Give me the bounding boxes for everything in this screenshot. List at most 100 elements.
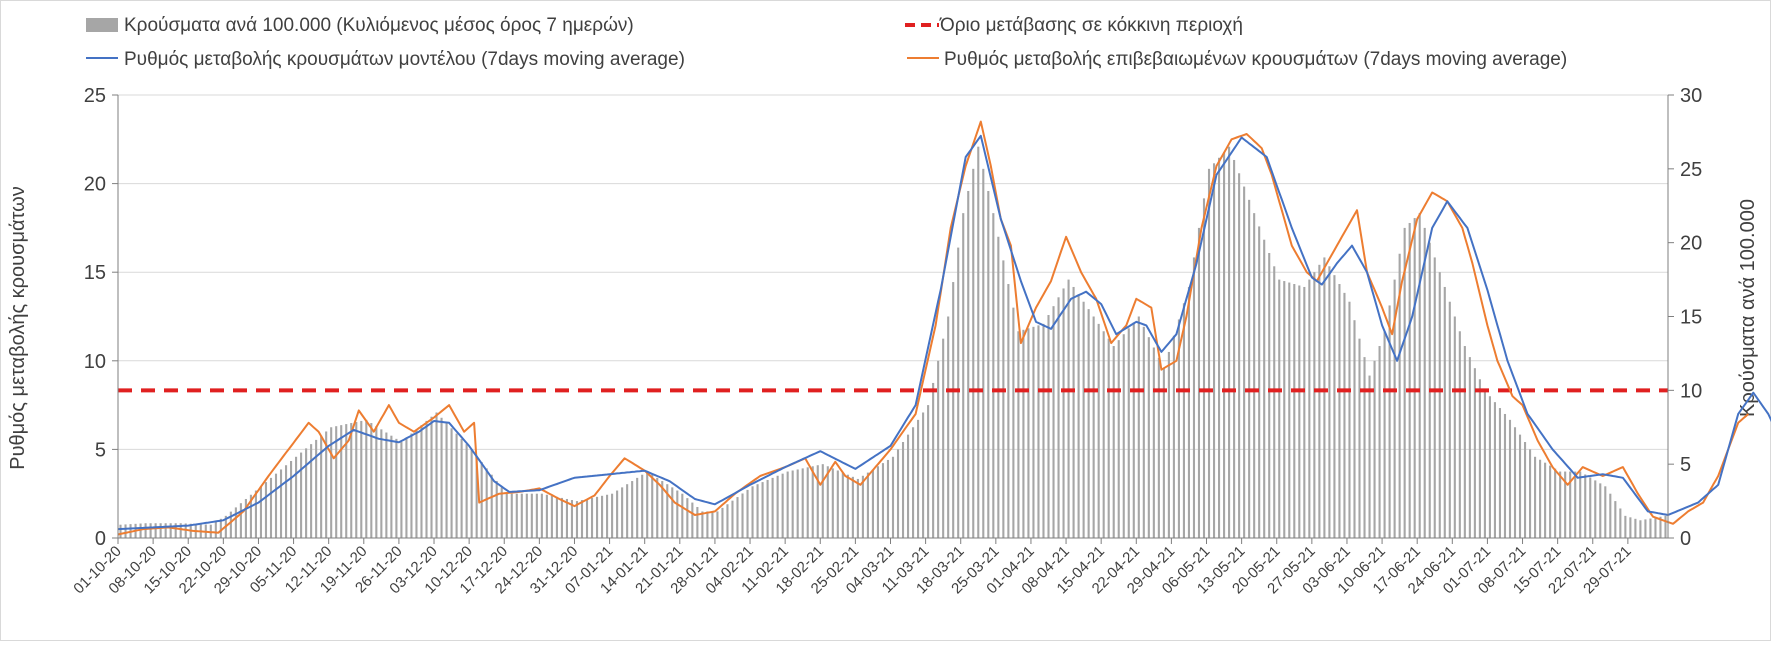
bar <box>455 433 458 538</box>
bar <box>380 429 383 538</box>
legend-label-threshold: Όριο μετάβασης σε κόκκινη περιοχή <box>939 15 1243 36</box>
bar <box>1032 326 1035 538</box>
bar <box>821 464 824 538</box>
bar <box>811 466 814 538</box>
legend-item-threshold: Όριο μετάβασης σε κόκκινη περιοχή <box>905 15 1243 36</box>
bar <box>1112 346 1115 538</box>
bar <box>1634 518 1637 538</box>
legend: Κρούσματα ανά 100.000 (Κυλιόμενος μέσος … <box>86 15 1567 70</box>
bar <box>1293 284 1296 538</box>
bar <box>340 425 343 538</box>
bar <box>259 486 263 538</box>
bar <box>234 507 237 538</box>
y-axis-right-labels: 0 5 10 15 20 25 30 <box>1680 85 1702 550</box>
bar <box>937 360 940 538</box>
legend-swatch-bars <box>86 18 118 32</box>
bar <box>350 423 353 538</box>
bar <box>1539 459 1542 538</box>
bar <box>229 511 232 538</box>
bar <box>525 493 528 538</box>
bar <box>385 432 388 538</box>
bar <box>696 506 699 538</box>
bar <box>1423 227 1426 538</box>
bar <box>1569 471 1572 538</box>
bar <box>254 490 257 538</box>
lines-series <box>117 120 1771 536</box>
bar <box>626 484 629 538</box>
bar <box>355 421 358 538</box>
bar <box>1047 315 1050 538</box>
bar <box>505 493 508 538</box>
bar <box>530 493 533 538</box>
bar <box>345 424 348 538</box>
bar <box>169 523 172 538</box>
bar <box>335 426 338 538</box>
bar <box>912 427 915 538</box>
bar <box>430 416 433 538</box>
bar <box>1278 279 1281 538</box>
bar <box>661 481 664 538</box>
bar <box>570 500 574 538</box>
bar <box>646 471 649 538</box>
legend-label-model: Ρυθμός μεταβολής κρουσμάτων μοντέλου (7d… <box>124 49 685 70</box>
bar <box>1343 292 1346 538</box>
bars-series <box>119 146 1667 539</box>
bar <box>1493 402 1496 538</box>
bar <box>1127 328 1130 538</box>
bar <box>575 501 579 538</box>
bar <box>164 523 167 538</box>
bar <box>1413 218 1416 539</box>
bar <box>1012 307 1015 538</box>
bar <box>1328 266 1331 538</box>
bar <box>1594 480 1597 538</box>
y-tick-label-right: 25 <box>1680 159 1702 181</box>
bar <box>1233 159 1236 538</box>
bar <box>1488 396 1491 538</box>
axes <box>112 94 1674 544</box>
bar <box>1403 227 1406 538</box>
bar <box>856 478 859 538</box>
bar <box>1117 340 1120 538</box>
bar <box>616 490 619 538</box>
bar <box>400 442 403 538</box>
bar <box>435 412 438 538</box>
bar <box>1172 335 1175 538</box>
bar <box>1398 253 1401 538</box>
bar <box>972 168 975 539</box>
bar <box>1518 434 1522 538</box>
bar <box>1248 199 1251 539</box>
bar <box>781 473 784 538</box>
bar <box>1649 518 1652 538</box>
bar <box>1137 316 1140 538</box>
bar <box>982 168 985 539</box>
bar <box>636 477 639 538</box>
bar <box>360 420 363 538</box>
bar <box>1448 301 1451 538</box>
bar <box>174 523 177 538</box>
bar <box>410 433 413 538</box>
bar <box>791 470 794 538</box>
bar <box>922 412 925 538</box>
bar <box>244 498 247 538</box>
bar <box>1067 279 1070 538</box>
bar <box>606 494 609 538</box>
bar <box>495 481 498 538</box>
bar <box>706 511 709 538</box>
bar <box>1303 286 1306 538</box>
y-axis-title-left: Ρυθμός μεταβολής κρουσμάτων <box>7 186 29 470</box>
bar <box>962 213 965 538</box>
bar <box>701 511 704 538</box>
bar <box>1223 152 1226 539</box>
bar <box>159 523 162 538</box>
bar <box>1478 379 1481 538</box>
bar <box>651 474 654 538</box>
bar <box>405 437 408 538</box>
bar <box>1202 198 1206 538</box>
bar <box>861 475 864 538</box>
bar <box>305 448 308 538</box>
bar <box>756 484 759 538</box>
bar <box>1383 331 1386 538</box>
bar <box>656 477 659 538</box>
bar <box>1523 442 1527 538</box>
bar <box>1042 323 1045 538</box>
